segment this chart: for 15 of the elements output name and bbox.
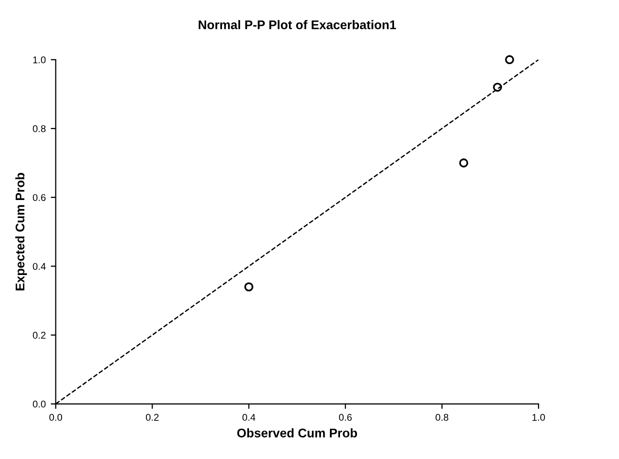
x-tick-label: 0.0 [49,414,62,421]
chart-title: Normal P-P Plot of Exacerbation1 [198,20,396,30]
y-tick-label: 0.8 [32,125,46,132]
x-tick-label: 0.4 [242,414,256,421]
y-tick-label: 0.0 [32,400,46,408]
y-tick-label: 0.2 [32,332,46,339]
x-tick-label: 0.6 [339,414,352,421]
x-tick-label: 0.2 [146,414,159,421]
y-tick-label: 1.0 [33,56,46,64]
x-tick-label: 0.8 [436,414,448,421]
y-tick-label: 0.6 [32,194,46,201]
x-tick-label: 1.0 [532,414,545,421]
x-axis-title: Observed Cum Prob [237,428,358,438]
y-tick-label: 0.4 [32,262,46,270]
y-axis-title: Expected Cum Prob [15,172,27,290]
